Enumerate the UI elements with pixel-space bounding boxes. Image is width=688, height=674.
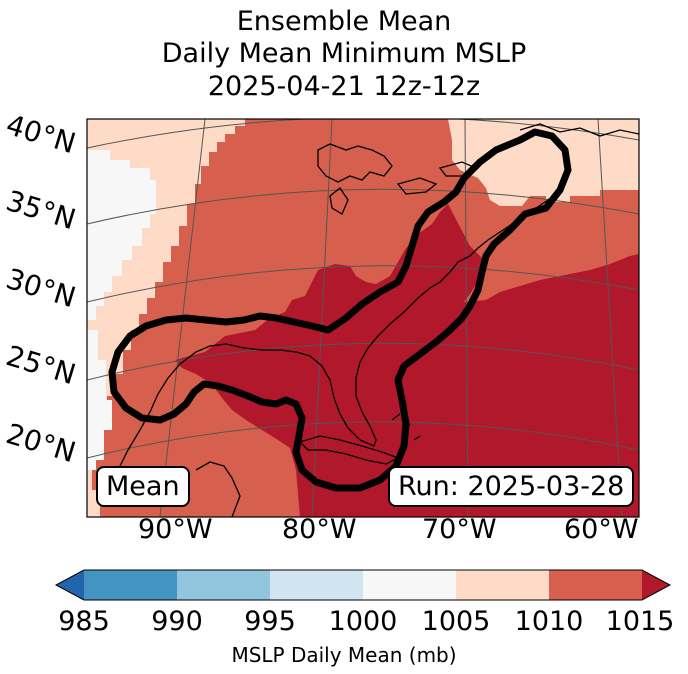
run-label: Run: 2025-03-28 [388, 466, 635, 507]
parallel-30n [87, 265, 639, 303]
colorbar-tick: 1005 [421, 606, 491, 637]
colorbar-bin->1015 [642, 570, 670, 600]
graticule [87, 119, 639, 517]
mean-label: Mean [96, 466, 190, 507]
lon-label-90: 90°W [138, 514, 213, 545]
colorbar-tick: 985 [58, 606, 110, 637]
colorbar-bin-1010-1015 [549, 570, 642, 600]
colorbar-bin-985-990 [84, 570, 177, 600]
canada-coast [519, 123, 639, 137]
field-1005-1010-northeast [448, 119, 639, 206]
colorbar-bin-990-995 [177, 570, 270, 600]
parallel-35n [87, 188, 639, 225]
colorbar-bin-995-1000 [270, 570, 363, 600]
colorbar-label: MSLP Daily Mean (mb) [231, 643, 457, 667]
colorbar-bin-1000-1005 [363, 570, 456, 600]
colorbar-tick: 995 [244, 606, 296, 637]
colorbar-outline [54, 569, 672, 601]
meridian-60w [597, 119, 623, 517]
colorbar-tick: 1010 [514, 606, 584, 637]
meridian-80w [311, 119, 333, 517]
parallel-25n [87, 342, 639, 381]
title-line-3: 2025-04-21 12z-12z [207, 71, 481, 102]
colorbar-bin-<985 [56, 570, 84, 600]
cuba [298, 435, 400, 465]
lon-label-80: 80°W [282, 514, 357, 545]
colorbar-tick: 1000 [328, 606, 398, 637]
lon-label-70: 70°W [422, 514, 497, 545]
colorbar-tick: 990 [151, 606, 203, 637]
colorbar [54, 569, 672, 601]
us-east-coast [117, 189, 561, 471]
meridian-70w [464, 119, 469, 517]
parallel-20n [87, 421, 639, 459]
title-line-2: Daily Mean Minimum MSLP [161, 38, 527, 69]
colorbar-tick: 1015 [605, 606, 675, 637]
field-1005-1010-south [87, 470, 100, 517]
map-frame [86, 118, 640, 518]
great-lakes [317, 143, 478, 215]
title-line-1: Ensemble Mean [236, 6, 452, 37]
colorbar-bin-1005-1010 [456, 570, 549, 600]
field-1000-1005 [87, 150, 156, 470]
parallel-40n [87, 119, 639, 149]
lon-label-60: 60°W [564, 514, 639, 545]
yucatan-coast [195, 461, 241, 517]
threshold-contour [108, 128, 572, 492]
